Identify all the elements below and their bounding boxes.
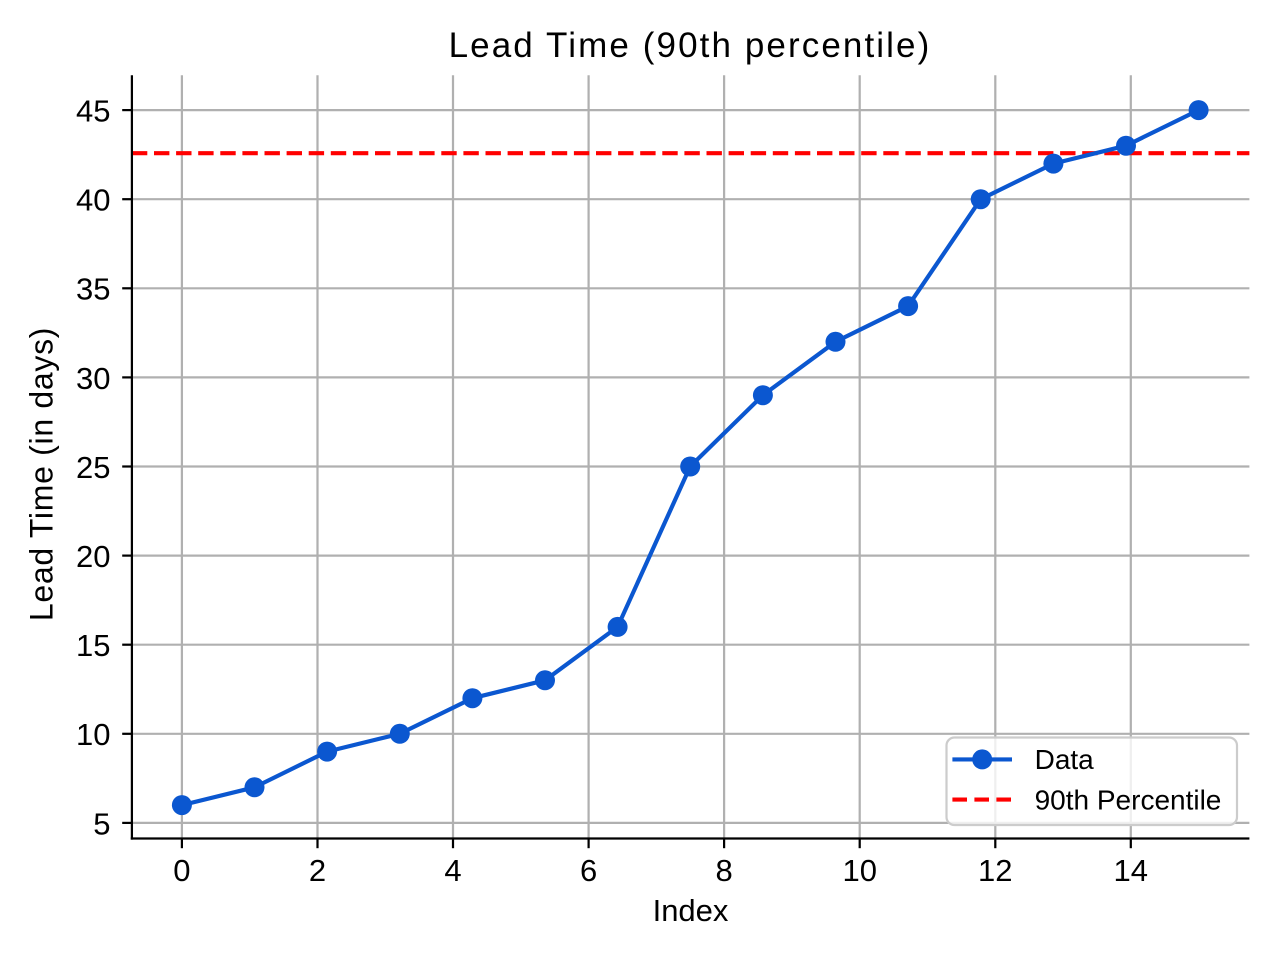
svg-text:40: 40 [76, 183, 110, 218]
svg-text:4: 4 [444, 853, 461, 888]
svg-text:25: 25 [76, 450, 110, 485]
svg-text:10: 10 [842, 853, 876, 888]
svg-text:90th Percentile: 90th Percentile [1035, 784, 1222, 815]
svg-text:Lead Time (in days): Lead Time (in days) [24, 327, 60, 621]
svg-text:10: 10 [76, 717, 110, 752]
svg-text:6: 6 [580, 853, 597, 888]
svg-text:2: 2 [309, 853, 326, 888]
svg-text:15: 15 [76, 628, 110, 663]
svg-text:Data: Data [1035, 744, 1095, 775]
svg-text:0: 0 [173, 853, 190, 888]
svg-text:20: 20 [76, 539, 110, 574]
svg-text:30: 30 [76, 361, 110, 396]
svg-text:Index: Index [653, 893, 729, 928]
svg-text:12: 12 [978, 853, 1012, 888]
svg-text:14: 14 [1114, 853, 1148, 888]
svg-text:5: 5 [93, 806, 110, 841]
svg-text:35: 35 [76, 272, 110, 307]
svg-text:45: 45 [76, 94, 110, 129]
svg-text:Lead Time (90th percentile): Lead Time (90th percentile) [449, 26, 932, 65]
svg-text:8: 8 [715, 853, 732, 888]
